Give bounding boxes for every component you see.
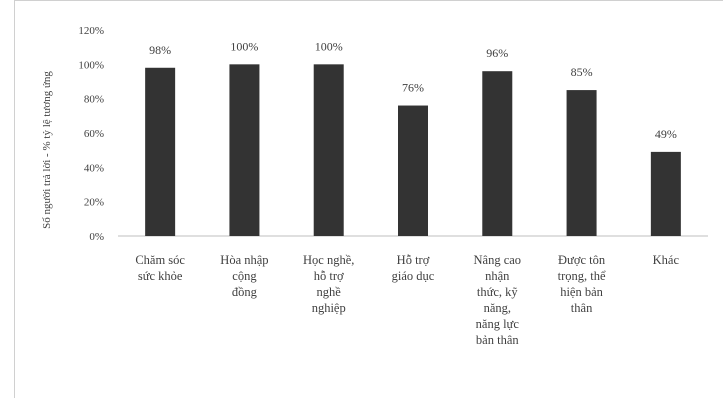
category-label: Được tôn trọng, thể hiện bản thân: [557, 253, 606, 315]
data-labels: 98% 100% 100% 76% 96% 85% 49%: [149, 39, 677, 141]
frame-left-border: [14, 0, 15, 398]
y-tick-label: 100%: [78, 59, 104, 71]
bar: [650, 151, 681, 236]
category-label: Hòa nhập cộng đồng: [220, 253, 269, 299]
bar-data-label: 100%: [230, 39, 258, 53]
bar: [566, 90, 597, 236]
bars: [145, 64, 681, 237]
y-axis-title: Số người trả lời - % tỷ lệ tương ứng: [41, 71, 53, 229]
bar: [145, 67, 176, 237]
bar: [313, 64, 344, 236]
category-label: Khác: [652, 253, 680, 267]
bar: [398, 105, 428, 237]
bar-data-label: 96%: [486, 46, 508, 60]
category-label: Chăm sóc sức khỏe: [135, 253, 185, 283]
category-label: Hỗ trợ giáo dục: [391, 253, 435, 283]
bar: [482, 71, 513, 236]
bar: [229, 64, 260, 236]
y-axis-ticks: 0% 20% 40% 60% 80% 100% 120%: [78, 25, 104, 243]
frame-top-border: [14, 0, 723, 1]
y-tick-label: 80%: [84, 94, 104, 106]
category-label: Học nghề, hỗ trợ nghề nghiệp: [303, 253, 355, 315]
y-axis-title-group: Số người trả lời - % tỷ lệ tương ứng: [41, 71, 53, 229]
category-label: Nâng cao nhận thức, kỹ năng, năng lực bả…: [473, 253, 522, 347]
bar-data-label: 76%: [402, 81, 424, 95]
y-tick-label: 60%: [84, 128, 104, 140]
bar-data-label: 85%: [571, 65, 593, 79]
y-tick-label: 0%: [89, 231, 104, 243]
y-tick-label: 120%: [78, 25, 104, 37]
bar-data-label: 49%: [655, 127, 677, 141]
bar-data-label: 100%: [315, 39, 343, 53]
bar-data-label: 98%: [149, 43, 171, 57]
y-tick-label: 40%: [84, 162, 104, 174]
y-tick-label: 20%: [84, 197, 104, 209]
